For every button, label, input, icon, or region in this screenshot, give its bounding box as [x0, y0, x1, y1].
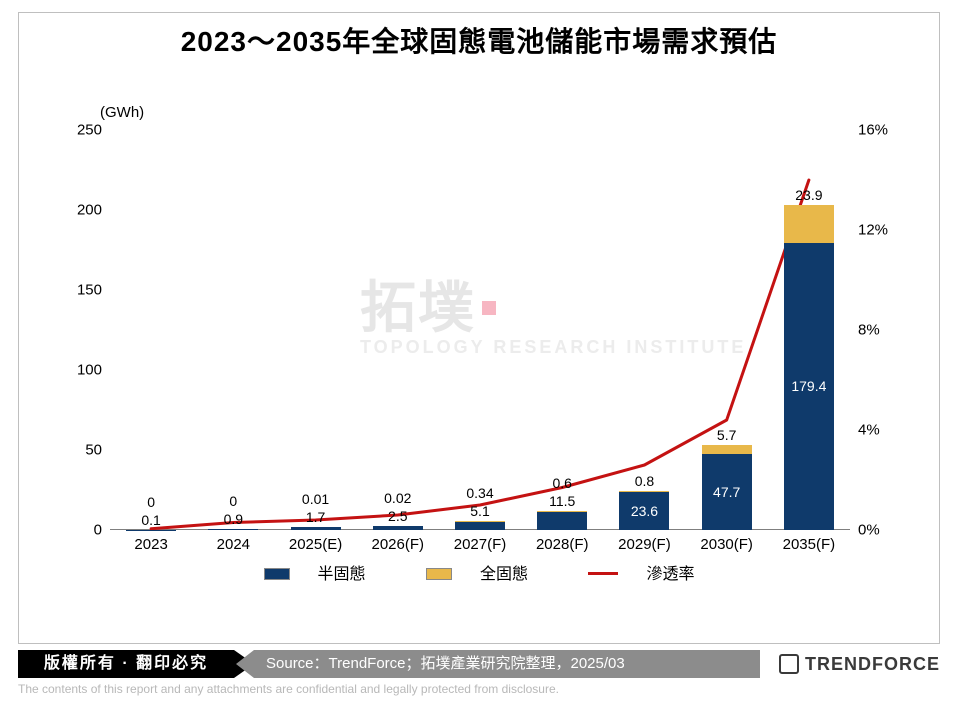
bar-semi-label: 2.5	[373, 508, 423, 524]
disclaimer-text: The contents of this report and any atta…	[18, 682, 559, 696]
y-left-tick: 250	[62, 122, 102, 139]
bar-all	[619, 491, 669, 492]
y-left-tick: 50	[62, 442, 102, 459]
source-box: Source：TrendForce；拓墣產業研究院整理，2025/03	[254, 650, 760, 678]
x-tick: 2028(F)	[536, 536, 589, 553]
bar-all	[455, 521, 505, 522]
y-axis-unit: (GWh)	[100, 104, 144, 121]
bar-semi	[208, 529, 258, 530]
x-tick: 2035(F)	[783, 536, 836, 553]
legend-semi: 半固態	[250, 566, 380, 583]
bar-all-label: 0	[126, 494, 176, 510]
bar-semi	[291, 527, 341, 530]
trendforce-logo: TRENDFORCE	[779, 650, 940, 678]
bar-semi-label: 1.7	[291, 509, 341, 525]
bar-semi	[373, 526, 423, 530]
bar-all-label: 0.02	[373, 490, 423, 506]
copyright-box: 版權所有 · 翻印必究	[18, 650, 234, 678]
bar-semi-label: 179.4	[784, 378, 834, 394]
y-left-tick: 200	[62, 202, 102, 219]
x-tick: 2030(F)	[700, 536, 753, 553]
x-tick: 2026(F)	[372, 536, 425, 553]
legend-all-swatch	[426, 568, 452, 580]
chart-plot-area: 0501001502002500%4%8%12%16%202320242025(…	[110, 130, 850, 530]
y-left-tick: 0	[62, 522, 102, 539]
bar-all-label: 5.7	[702, 427, 752, 443]
x-tick: 2025(E)	[289, 536, 342, 553]
bar-semi-label: 0.9	[208, 511, 258, 527]
bar-all	[702, 445, 752, 454]
y-right-tick: 16%	[858, 122, 908, 139]
y-left-tick: 150	[62, 282, 102, 299]
legend-rate: 滲透率	[574, 566, 708, 583]
bar-all	[784, 205, 834, 243]
footer-bar: 版權所有 · 翻印必究 Source：TrendForce；拓墣產業研究院整理，…	[18, 650, 940, 678]
x-tick: 2023	[134, 536, 167, 553]
logo-text: TRENDFORCE	[805, 654, 940, 675]
chart-title: 2023～2035年全球固態電池儲能市場需求預估	[18, 20, 940, 60]
x-tick: 2027(F)	[454, 536, 507, 553]
bar-all-label: 0.8	[619, 473, 669, 489]
bar-semi-label: 0.1	[126, 512, 176, 528]
y-right-tick: 8%	[858, 322, 908, 339]
bar-semi	[455, 522, 505, 530]
bar-all-label: 0	[208, 493, 258, 509]
bar-semi-label: 11.5	[537, 493, 587, 509]
legend: 半固態 全固態 滲透率	[18, 560, 940, 584]
bar-all-label: 0.01	[291, 491, 341, 507]
legend-all: 全固態	[412, 566, 542, 583]
bar-semi-label: 23.6	[619, 503, 669, 519]
bar-all	[537, 511, 587, 512]
logo-mark-icon	[779, 654, 799, 674]
legend-rate-swatch	[588, 572, 618, 575]
y-right-tick: 4%	[858, 422, 908, 439]
bar-semi-label: 47.7	[702, 484, 752, 500]
x-tick: 2029(F)	[618, 536, 671, 553]
bar-all-label: 0.6	[537, 475, 587, 491]
y-left-tick: 100	[62, 362, 102, 379]
legend-semi-swatch	[264, 568, 290, 580]
y-right-tick: 12%	[858, 222, 908, 239]
bar-all-label: 23.9	[784, 187, 834, 203]
bar-semi	[537, 512, 587, 530]
y-right-tick: 0%	[858, 522, 908, 539]
bar-semi-label: 5.1	[455, 503, 505, 519]
bar-all-label: 0.34	[455, 485, 505, 501]
x-tick: 2024	[217, 536, 250, 553]
